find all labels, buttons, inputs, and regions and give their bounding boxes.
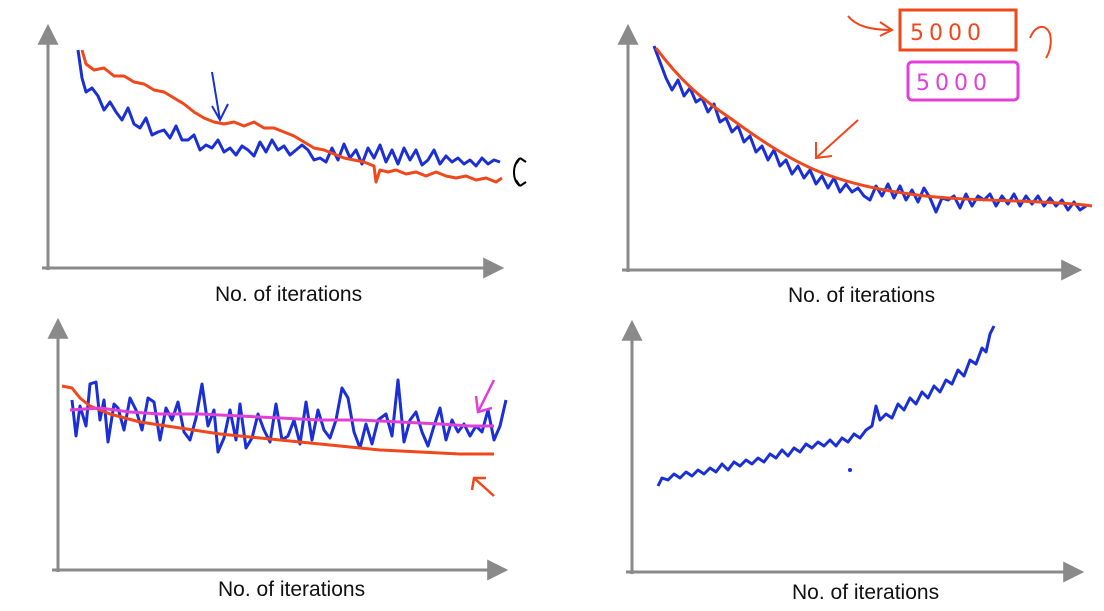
x-axis-label: No. of iterations (218, 578, 365, 601)
black-double-arrow (513, 157, 527, 187)
x-axis-label: No. of iterations (792, 581, 939, 604)
red-box (898, 8, 1018, 52)
magenta-box (906, 60, 1020, 102)
red-arrow (470, 476, 495, 497)
series-blue-line (652, 45, 1087, 214)
red-curl-arrow (1029, 26, 1052, 59)
red-arrow (815, 119, 859, 160)
red-arrow-to-box (847, 15, 894, 37)
series-blue-line (76, 49, 501, 168)
panel-bottom-left: No. of iterations (47, 317, 509, 601)
blue-down-arrow (211, 71, 229, 123)
x-axis-label: No. of iterations (215, 283, 362, 306)
series-magenta-line (69, 406, 494, 428)
magenta-box-text: 5000 (916, 71, 992, 96)
panel-bottom-right: No. of iterations (621, 319, 1085, 604)
panel-top-left: No. of iterations (37, 23, 527, 306)
x-axis-label: No. of iterations (788, 284, 935, 307)
panel-top-right: 5000 5000 No. of iterations (617, 8, 1093, 307)
red-box-text: 5000 (910, 21, 986, 46)
stray-dot (848, 468, 852, 472)
series-red-line (654, 47, 1093, 208)
magenta-arrow (474, 379, 496, 414)
series-blue-line (70, 378, 508, 454)
series-red-line (80, 49, 503, 184)
series-red-line (61, 384, 494, 456)
series-blue-line (656, 325, 996, 487)
